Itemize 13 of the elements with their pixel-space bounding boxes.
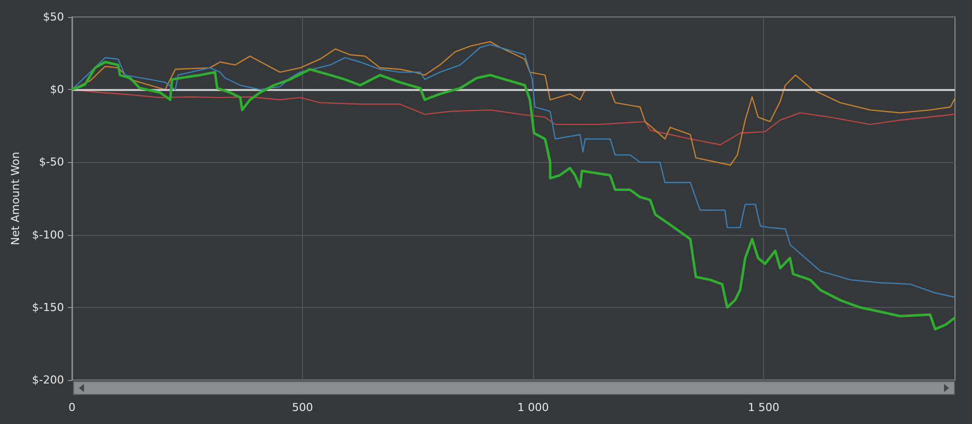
x-tick-label: 1 500	[748, 401, 780, 414]
y-tick-label: $-50	[39, 156, 64, 169]
line-series	[70, 60, 956, 330]
y-tick-label: $0	[50, 83, 64, 96]
y-tick-label: $-100	[32, 228, 64, 242]
x-tick-label: 1 000	[517, 401, 549, 414]
y-tick-label: $50	[43, 10, 64, 24]
y-axis-title: Net Amount Won	[9, 152, 22, 246]
y-tick-label: $-150	[32, 300, 64, 314]
y-tick-label: $-200	[32, 374, 64, 386]
x-tick-label: 500	[292, 401, 314, 414]
line-series	[71, 44, 956, 298]
x-tick-label: 0	[68, 401, 76, 414]
